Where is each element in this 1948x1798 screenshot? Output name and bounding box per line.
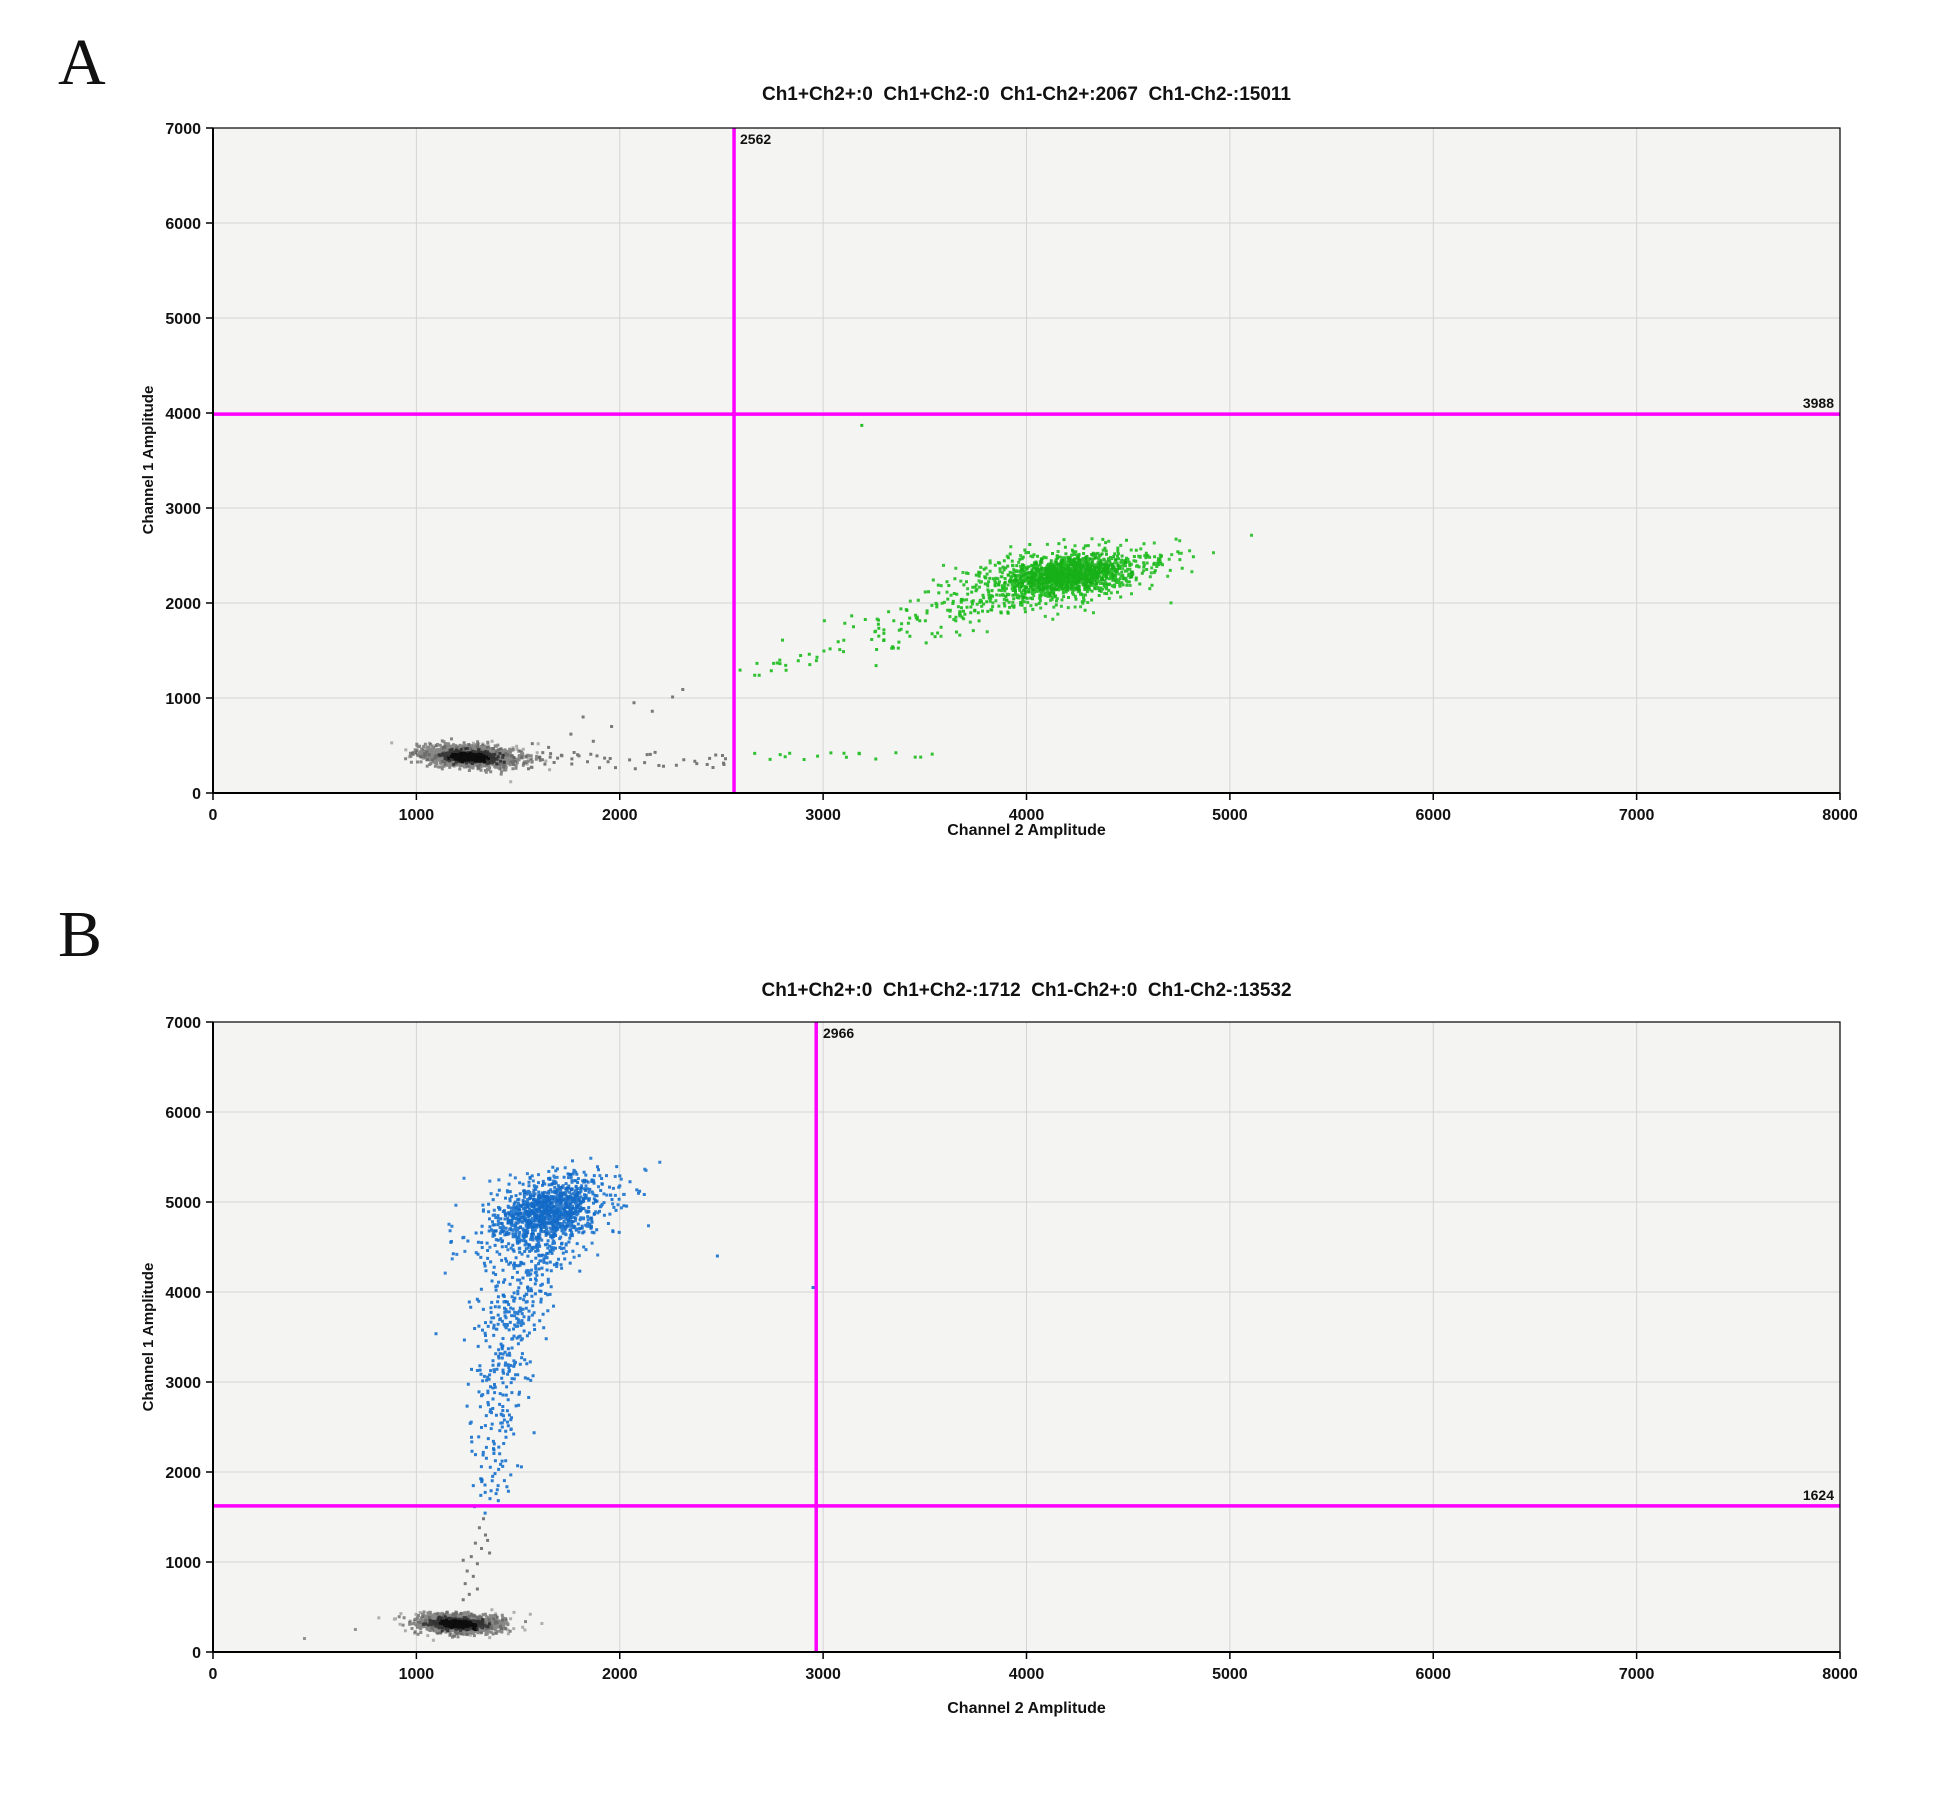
y-tick-label: 3000	[165, 501, 201, 518]
panel-a-x-axis-label: Channel 2 Amplitude	[947, 822, 1106, 839]
x-tick-label: 3000	[805, 1666, 841, 1683]
x-tick-label: 8000	[1822, 807, 1858, 824]
y-tick-label: 2000	[165, 1465, 201, 1482]
x-tick-label: 0	[209, 1666, 218, 1683]
y-tick-label: 6000	[165, 216, 201, 233]
y-tick-label: 4000	[165, 1285, 201, 1302]
y-tick-label: 6000	[165, 1105, 201, 1122]
droplet-cluster-positive-band	[753, 751, 934, 761]
x-tick-label: 8000	[1822, 1666, 1858, 1683]
x-tick-label: 4000	[1009, 807, 1045, 824]
x-tick-label: 7000	[1619, 807, 1655, 824]
panel-a-plot: 0 1000 2000 3000 4000 5000 6000 7000 8000 0 1000 20…	[165, 121, 1857, 824]
droplet-cluster-positive-halo	[908, 533, 1253, 638]
droplet-cluster-positive-tail-3	[462, 1320, 535, 1408]
panel-b-x-axis-label: Channel 2 Amplitude	[947, 1700, 1106, 1717]
droplet-cluster-negative-inner-core	[447, 751, 490, 764]
x-tick-label: 4000	[1009, 1666, 1045, 1683]
x-tick-label: 7000	[1619, 1666, 1655, 1683]
x-tick-label: 5000	[1212, 807, 1248, 824]
panel-b-plot: 0 1000 2000 3000 4000 5000 6000 7000 8000 0 1000 20…	[165, 1015, 1857, 1683]
x-tick-label: 6000	[1415, 807, 1451, 824]
x-tick-label: 2000	[602, 1666, 638, 1683]
panel-a-y-threshold-value: 3988	[1802, 395, 1834, 411]
droplet-cluster-positive-trail-2	[772, 628, 895, 668]
y-tick-label: 0	[192, 786, 201, 803]
x-tick-label: 3000	[805, 807, 841, 824]
y-tick-label: 1000	[165, 691, 201, 708]
droplet-cluster-positive-trail-3	[738, 658, 812, 677]
y-tick-label: 5000	[165, 1195, 201, 1212]
y-tick-label: 2000	[165, 596, 201, 613]
droplet-cluster-positive-tail-2	[434, 1252, 555, 1356]
droplet-cluster-negative-inner-core	[438, 1618, 478, 1632]
droplet-cluster-positive-tail-6	[471, 1472, 510, 1509]
droplet-cluster-positive-dense	[451, 1159, 646, 1304]
x-tick-label: 6000	[1415, 1666, 1451, 1683]
droplet-cluster-positive-outlier	[860, 423, 864, 427]
y-tick-label: 5000	[165, 311, 201, 328]
x-tick-label: 0	[209, 807, 218, 824]
y-tick-label: 7000	[165, 121, 201, 138]
droplet-cluster-positive-core	[488, 1172, 615, 1257]
panel-a-title: Ch1+Ch2+:0 Ch1+Ch2-:0 Ch1-Ch2+:2067 Ch1-…	[761, 84, 1291, 105]
x-tick-label: 5000	[1212, 1666, 1248, 1683]
panel-b-title: Ch1+Ch2+:0 Ch1+Ch2-:1712 Ch1-Ch2+:0 Ch1-…	[761, 980, 1292, 1001]
panel-a-x-threshold-value: 2562	[740, 131, 772, 147]
panel-b-x-threshold-value: 2966	[823, 1025, 855, 1041]
y-tick-label: 0	[192, 1645, 201, 1662]
y-tick-label: 7000	[165, 1015, 201, 1032]
x-tick-label: 1000	[399, 1666, 435, 1683]
panel-b-y-threshold-value: 1624	[1802, 1487, 1834, 1503]
panel-b-y-axis-label: Channel 1 Amplitude	[140, 1262, 157, 1412]
panel-a-y-axis-label: Channel 1 Amplitude	[140, 385, 157, 535]
x-tick-label: 2000	[602, 807, 638, 824]
x-tick-label: 1000	[399, 807, 435, 824]
y-tick-label: 4000	[165, 406, 201, 423]
y-tick-label: 3000	[165, 1375, 201, 1392]
panel-a-letter: A	[58, 26, 106, 99]
droplet-cluster-negative-band	[512, 750, 726, 771]
droplet-cluster-positive-tail-4	[468, 1378, 536, 1469]
y-tick-label: 1000	[165, 1555, 201, 1572]
droplet-cluster-positive-tail-1	[449, 1199, 582, 1311]
droplet-cluster-positive-core	[1001, 552, 1144, 600]
droplet-cluster-positive-wedge	[905, 580, 1038, 637]
panel-b-letter: B	[58, 898, 103, 971]
